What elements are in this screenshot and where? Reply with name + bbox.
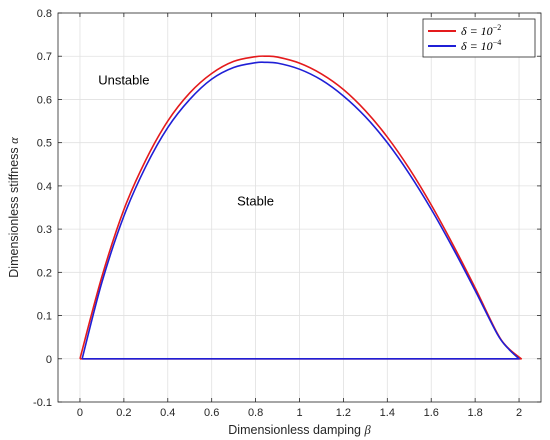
- series-line-1: [81, 61, 520, 360]
- x-tick-label-8: 1.6: [424, 407, 439, 419]
- annotation-unstable: Unstable: [98, 72, 149, 87]
- region-annotations: Unstable Stable: [98, 72, 274, 208]
- x-tick-label-7: 1.4: [380, 407, 395, 419]
- y-tick-label-4: 0.3: [37, 224, 52, 236]
- annotation-stable: Stable: [237, 193, 274, 208]
- x-axis-label: Dimensionless damping β: [228, 423, 371, 437]
- y-axis-label: Dimensionless stiffness α: [7, 137, 21, 278]
- tick-marks: [58, 12, 541, 403]
- legend-entry-delta-1e-2: δ = 10−2: [461, 23, 501, 38]
- legend: δ = 10−2 δ = 10−4: [422, 18, 536, 58]
- x-tick-label-6: 1.2: [336, 407, 351, 419]
- y-tick-label-7: 0.6: [37, 94, 52, 106]
- y-tick-label-1: 0: [46, 354, 52, 366]
- y-tick-label-6: 0.5: [37, 138, 52, 150]
- y-tick-label-8: 0.7: [37, 51, 52, 63]
- x-tick-label-5: 1: [296, 407, 302, 419]
- x-tick-label-3: 0.6: [204, 407, 219, 419]
- x-tick-label-1: 0.2: [116, 407, 131, 419]
- y-tick-label-9: 0.8: [37, 8, 52, 20]
- x-tick-label-2: 0.4: [160, 407, 175, 419]
- y-tick-label-5: 0.4: [37, 181, 52, 193]
- y-tick-label-2: 0.1: [37, 311, 52, 323]
- series-line-0: [79, 55, 523, 360]
- y-tick-label-3: 0.2: [37, 267, 52, 279]
- x-tick-label-9: 1.8: [467, 407, 482, 419]
- y-tick-label-0: -0.1: [33, 397, 52, 409]
- y-tick-labels: -0.1 0 0.1 0.2 0.3 0.4 0.5 0.6 0.7 0.8: [33, 8, 52, 409]
- legend-entry-delta-1e-4: δ = 10−4: [461, 38, 501, 53]
- legend-box: [422, 18, 536, 58]
- series-lines: [79, 55, 523, 360]
- x-tick-label-0: 0: [77, 407, 83, 419]
- x-tick-label-4: 0.8: [248, 407, 263, 419]
- x-tick-labels: 0 0.2 0.4 0.6 0.8 1 1.2 1.4 1.6 1.8 2: [77, 407, 522, 419]
- x-tick-label-10: 2: [516, 407, 522, 419]
